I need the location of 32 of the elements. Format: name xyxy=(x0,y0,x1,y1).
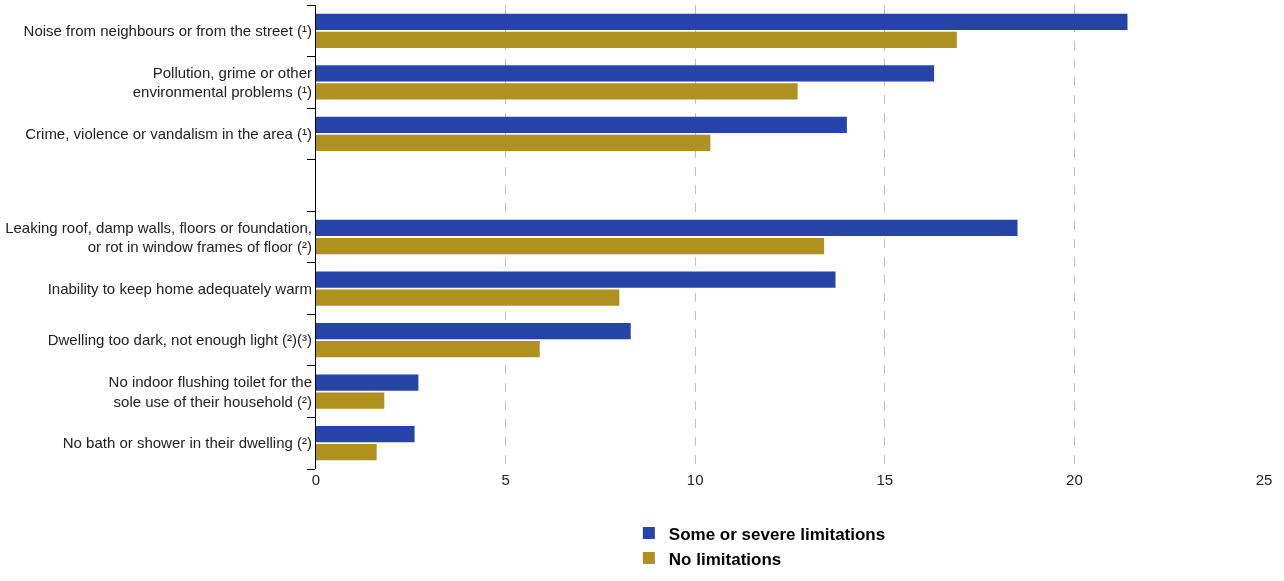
bar xyxy=(316,322,631,340)
bar xyxy=(316,116,847,133)
bar xyxy=(316,271,836,288)
bar xyxy=(316,426,415,443)
bar xyxy=(316,134,711,152)
y-tick-label: Crime, violence or vandalism in the area (¹) xyxy=(25,125,312,143)
legend-label: No limitations xyxy=(668,549,782,569)
y-tick-label: Leaking roof, damp walls, floors or foundation, or rot in window frames of floor (²) xyxy=(5,218,312,255)
x-tick-label: 0 xyxy=(311,471,321,488)
x-tick-label: 5 xyxy=(501,471,510,488)
bar xyxy=(316,341,540,358)
y-tick-label: No indoor flushing toilet for the sole use of their household (²) xyxy=(108,373,312,410)
bar xyxy=(316,13,1128,30)
bar xyxy=(316,65,935,82)
legend-label: Some or severe limitations xyxy=(668,524,886,544)
x-tick-label: 15 xyxy=(876,471,894,488)
x-tick-label: 20 xyxy=(1066,471,1083,488)
bar xyxy=(316,31,957,48)
y-tick-label: Dwelling too dark, not enough light (²)(³) xyxy=(47,331,312,349)
bar xyxy=(316,219,1018,237)
x-tick-label: 25 xyxy=(1255,471,1273,488)
y-tick-label: Pollution, grime or other environmental problems (¹) xyxy=(132,63,312,101)
y-tick-label: Inability to keep home adequately warm xyxy=(47,279,312,297)
bar xyxy=(316,444,377,461)
bar xyxy=(316,374,419,391)
y-tick-label: No bath or shower in their dwelling (²) xyxy=(62,434,312,452)
x-tick-label: 10 xyxy=(686,471,704,488)
bar xyxy=(316,237,825,255)
bar xyxy=(316,392,385,409)
bar xyxy=(316,289,620,306)
bar xyxy=(316,83,798,100)
y-tick-label: Noise from neighbours or from the street (¹) xyxy=(23,22,312,40)
